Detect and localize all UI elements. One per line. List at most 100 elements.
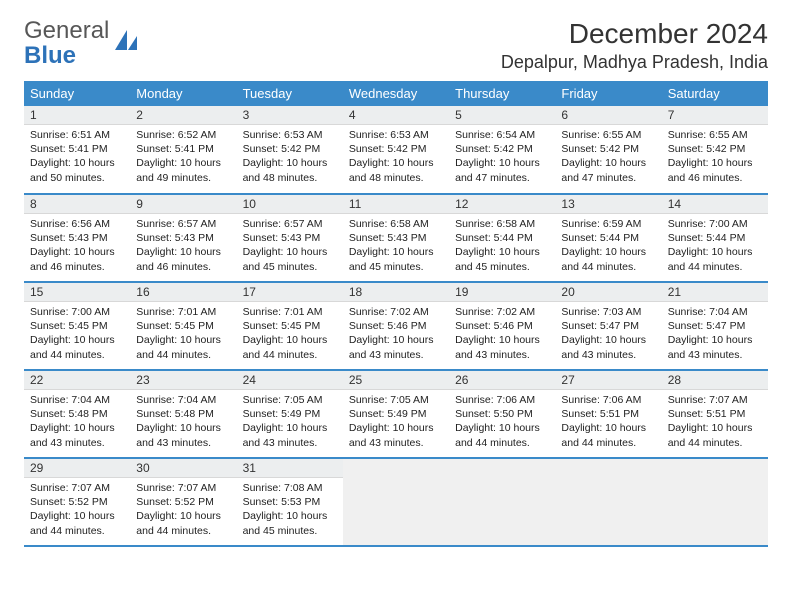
day-detail: Sunrise: 6:51 AMSunset: 5:41 PMDaylight:… xyxy=(24,125,130,189)
calendar-day-cell: 24Sunrise: 7:05 AMSunset: 5:49 PMDayligh… xyxy=(237,370,343,458)
sunrise-line: Sunrise: 7:01 AM xyxy=(243,305,337,319)
sunrise-line: Sunrise: 6:59 AM xyxy=(561,217,655,231)
day-detail: Sunrise: 7:00 AMSunset: 5:45 PMDaylight:… xyxy=(24,302,130,366)
weekday-header: Sunday xyxy=(24,81,130,106)
sunrise-line: Sunrise: 6:52 AM xyxy=(136,128,230,142)
sunset-line: Sunset: 5:48 PM xyxy=(30,407,124,421)
calendar-table: SundayMondayTuesdayWednesdayThursdayFrid… xyxy=(24,81,768,547)
sunrise-line: Sunrise: 7:04 AM xyxy=(30,393,124,407)
sunset-line: Sunset: 5:53 PM xyxy=(243,495,337,509)
day-detail: Sunrise: 7:07 AMSunset: 5:51 PMDaylight:… xyxy=(662,390,768,454)
day-number: 13 xyxy=(555,195,661,214)
calendar-week-row: 15Sunrise: 7:00 AMSunset: 5:45 PMDayligh… xyxy=(24,282,768,370)
day-number: 28 xyxy=(662,371,768,390)
sunset-line: Sunset: 5:45 PM xyxy=(30,319,124,333)
calendar-day-cell: 22Sunrise: 7:04 AMSunset: 5:48 PMDayligh… xyxy=(24,370,130,458)
daylight-line: Daylight: 10 hours and 45 minutes. xyxy=(455,245,549,273)
daylight-line: Daylight: 10 hours and 44 minutes. xyxy=(668,245,762,273)
calendar-day-cell: 29Sunrise: 7:07 AMSunset: 5:52 PMDayligh… xyxy=(24,458,130,546)
day-detail: Sunrise: 6:57 AMSunset: 5:43 PMDaylight:… xyxy=(237,214,343,278)
sunset-line: Sunset: 5:49 PM xyxy=(243,407,337,421)
sunset-line: Sunset: 5:51 PM xyxy=(561,407,655,421)
sunset-line: Sunset: 5:44 PM xyxy=(561,231,655,245)
calendar-day-cell: 1Sunrise: 6:51 AMSunset: 5:41 PMDaylight… xyxy=(24,106,130,194)
day-detail: Sunrise: 7:05 AMSunset: 5:49 PMDaylight:… xyxy=(237,390,343,454)
sunset-line: Sunset: 5:46 PM xyxy=(455,319,549,333)
day-detail: Sunrise: 6:55 AMSunset: 5:42 PMDaylight:… xyxy=(662,125,768,189)
daylight-line: Daylight: 10 hours and 48 minutes. xyxy=(243,156,337,184)
sunset-line: Sunset: 5:43 PM xyxy=(349,231,443,245)
sunset-line: Sunset: 5:46 PM xyxy=(349,319,443,333)
calendar-day-cell: 3Sunrise: 6:53 AMSunset: 5:42 PMDaylight… xyxy=(237,106,343,194)
daylight-line: Daylight: 10 hours and 44 minutes. xyxy=(561,245,655,273)
sunset-line: Sunset: 5:45 PM xyxy=(136,319,230,333)
sunset-line: Sunset: 5:52 PM xyxy=(136,495,230,509)
sunset-line: Sunset: 5:47 PM xyxy=(668,319,762,333)
calendar-day-cell: 16Sunrise: 7:01 AMSunset: 5:45 PMDayligh… xyxy=(130,282,236,370)
calendar-day-cell: 13 Sunrise: 6:59 AMSunset: 5:44 PMDayligh… xyxy=(555,194,661,282)
day-detail: Sunrise: 6:52 AMSunset: 5:41 PMDaylight:… xyxy=(130,125,236,189)
calendar-day-cell: 7Sunrise: 6:55 AMSunset: 5:42 PMDaylight… xyxy=(662,106,768,194)
day-detail: Sunrise: 7:06 AMSunset: 5:50 PMDaylight:… xyxy=(449,390,555,454)
sunrise-line: Sunrise: 7:01 AM xyxy=(136,305,230,319)
sunrise-line: Sunrise: 7:05 AM xyxy=(243,393,337,407)
calendar-day-cell: 12Sunrise: 6:58 AMSunset: 5:44 PMDayligh… xyxy=(449,194,555,282)
day-detail: Sunrise: 6:55 AMSunset: 5:42 PMDaylight:… xyxy=(555,125,661,189)
day-number: 26 xyxy=(449,371,555,390)
calendar-day-cell: 6Sunrise: 6:55 AMSunset: 5:42 PMDaylight… xyxy=(555,106,661,194)
calendar-empty-cell xyxy=(555,458,661,546)
calendar-day-cell: 4Sunrise: 6:53 AMSunset: 5:42 PMDaylight… xyxy=(343,106,449,194)
daylight-line: Daylight: 10 hours and 43 minutes. xyxy=(30,421,124,449)
sunrise-line: Sunrise: 6:53 AM xyxy=(349,128,443,142)
weekday-header: Friday xyxy=(555,81,661,106)
sunrise-line: Sunrise: 7:04 AM xyxy=(136,393,230,407)
daylight-line: Daylight: 10 hours and 44 minutes. xyxy=(561,421,655,449)
sunset-line: Sunset: 5:47 PM xyxy=(561,319,655,333)
daylight-line: Daylight: 10 hours and 45 minutes. xyxy=(243,509,337,537)
day-detail: Sunrise: 6:54 AMSunset: 5:42 PMDaylight:… xyxy=(449,125,555,189)
day-number: 14 xyxy=(662,195,768,214)
sunset-line: Sunset: 5:42 PM xyxy=(455,142,549,156)
day-number: 19 xyxy=(449,283,555,302)
day-number: 18 xyxy=(343,283,449,302)
calendar-day-cell: 10Sunrise: 6:57 AMSunset: 5:43 PMDayligh… xyxy=(237,194,343,282)
calendar-day-cell: 8Sunrise: 6:56 AMSunset: 5:43 PMDaylight… xyxy=(24,194,130,282)
sunrise-line: Sunrise: 6:58 AM xyxy=(455,217,549,231)
sunset-line: Sunset: 5:51 PM xyxy=(668,407,762,421)
sunrise-line: Sunrise: 6:51 AM xyxy=(30,128,124,142)
sunrise-line: Sunrise: 6:55 AM xyxy=(668,128,762,142)
weekday-header: Wednesday xyxy=(343,81,449,106)
day-number: 3 xyxy=(237,106,343,125)
daylight-line: Daylight: 10 hours and 47 minutes. xyxy=(561,156,655,184)
sunset-line: Sunset: 5:41 PM xyxy=(136,142,230,156)
daylight-line: Daylight: 10 hours and 44 minutes. xyxy=(243,333,337,361)
page-header: General Blue December 2024 Depalpur, Mad… xyxy=(24,18,768,73)
calendar-day-cell: 2Sunrise: 6:52 AMSunset: 5:41 PMDaylight… xyxy=(130,106,236,194)
daylight-line: Daylight: 10 hours and 44 minutes. xyxy=(668,421,762,449)
day-number: 24 xyxy=(237,371,343,390)
day-number: 1 xyxy=(24,106,130,125)
daylight-line: Daylight: 10 hours and 50 minutes. xyxy=(30,156,124,184)
calendar-day-cell: 19Sunrise: 7:02 AMSunset: 5:46 PMDayligh… xyxy=(449,282,555,370)
day-number: 9 xyxy=(130,195,236,214)
sunset-line: Sunset: 5:50 PM xyxy=(455,407,549,421)
calendar-head: SundayMondayTuesdayWednesdayThursdayFrid… xyxy=(24,81,768,106)
day-number: 17 xyxy=(237,283,343,302)
sunset-line: Sunset: 5:42 PM xyxy=(243,142,337,156)
sunrise-line: Sunrise: 7:03 AM xyxy=(561,305,655,319)
day-detail: Sunrise: 6:57 AMSunset: 5:43 PMDaylight:… xyxy=(130,214,236,278)
calendar-day-cell: 31Sunrise: 7:08 AMSunset: 5:53 PMDayligh… xyxy=(237,458,343,546)
daylight-line: Daylight: 10 hours and 44 minutes. xyxy=(136,333,230,361)
sunset-line: Sunset: 5:43 PM xyxy=(243,231,337,245)
calendar-week-row: 1Sunrise: 6:51 AMSunset: 5:41 PMDaylight… xyxy=(24,106,768,194)
day-number: 4 xyxy=(343,106,449,125)
day-detail: Sunrise: 7:07 AMSunset: 5:52 PMDaylight:… xyxy=(130,478,236,542)
brand-word1: General xyxy=(24,17,109,44)
daylight-line: Daylight: 10 hours and 43 minutes. xyxy=(136,421,230,449)
daylight-line: Daylight: 10 hours and 46 minutes. xyxy=(30,245,124,273)
day-detail: Sunrise: 7:06 AMSunset: 5:51 PMDaylight:… xyxy=(555,390,661,454)
calendar-day-cell: 28Sunrise: 7:07 AMSunset: 5:51 PMDayligh… xyxy=(662,370,768,458)
day-number: 10 xyxy=(237,195,343,214)
weekday-header: Monday xyxy=(130,81,236,106)
daylight-line: Daylight: 10 hours and 43 minutes. xyxy=(243,421,337,449)
